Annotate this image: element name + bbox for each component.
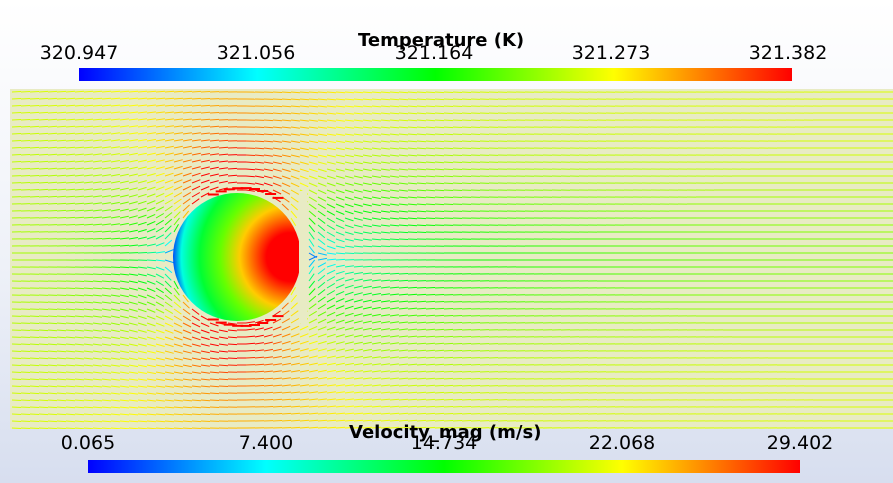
velocity-legend-title: Velocity_mag (m/s) xyxy=(349,422,542,443)
temperature-tick-label: 321.164 xyxy=(394,42,474,64)
velocity-tick-label: 0.065 xyxy=(60,432,116,454)
temperature-tick-label: 321.382 xyxy=(748,42,828,64)
temperature-tick-label: 321.056 xyxy=(216,42,296,64)
temperature-legend: Temperature (K) 320.947 321.056 321.164 … xyxy=(0,26,893,86)
velocity-glyphs xyxy=(11,90,893,429)
cylinder-edge-mask xyxy=(299,191,307,323)
high-velocity-glyphs xyxy=(207,187,284,327)
velocity-tick-label: 29.402 xyxy=(766,432,834,454)
velocity-colorbar xyxy=(88,460,800,473)
velocity-vector-field xyxy=(10,89,893,429)
velocity-legend: Velocity_mag (m/s) 0.065 7.400 14.734 22… xyxy=(0,418,893,478)
velocity-vector-field-canvas xyxy=(11,90,893,429)
velocity-tick-label: 14.734 xyxy=(410,432,478,454)
temperature-colorbar xyxy=(79,68,792,81)
temperature-tick-label: 320.947 xyxy=(39,42,119,64)
velocity-tick-label: 22.068 xyxy=(588,432,656,454)
cylinder-temperature-surface xyxy=(173,193,301,321)
temperature-tick-label: 321.273 xyxy=(571,42,651,64)
temperature-legend-title: Temperature (K) xyxy=(358,30,525,51)
velocity-tick-label: 7.400 xyxy=(238,432,294,454)
